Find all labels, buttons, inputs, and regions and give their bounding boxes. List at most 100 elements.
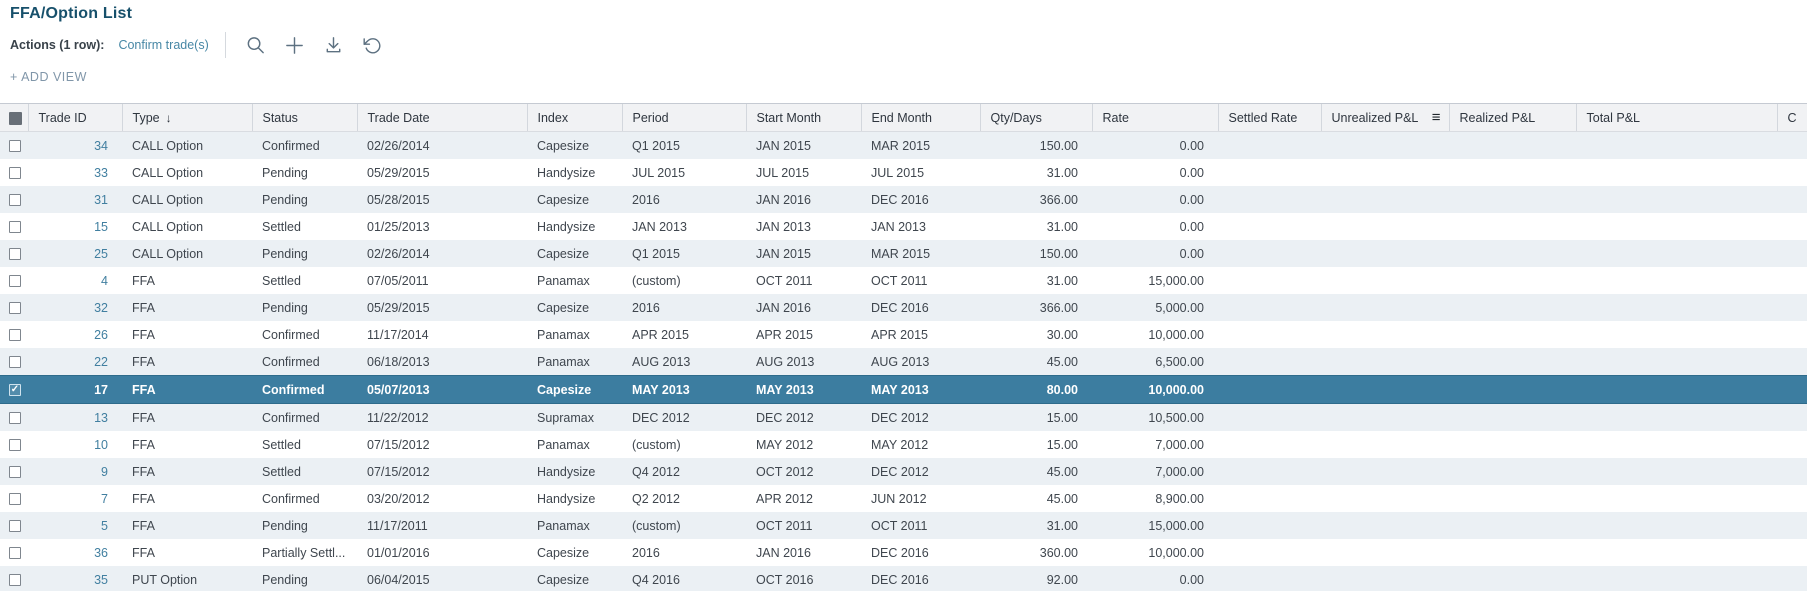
col-header-trade-id[interactable]: Trade ID: [27, 103, 122, 132]
cell-realized-pl: [1449, 348, 1576, 376]
row-checkbox[interactable]: ✓: [9, 384, 21, 397]
trade-id-link[interactable]: 15: [94, 219, 108, 234]
table-row[interactable]: 9 FFA Settled 07/15/2012 Handysize Q4 2012 OCT…: [0, 458, 1807, 485]
row-checkbox[interactable]: [9, 140, 21, 153]
table-row[interactable]: 34 CALL Option Confirmed 02/26/2014 Capesize…: [0, 131, 1807, 159]
table-row[interactable]: 25 CALL Option Pending 02/26/2014 Capesize Q1…: [0, 240, 1807, 267]
row-checkbox[interactable]: [9, 275, 21, 288]
col-header-trade-date[interactable]: Trade Date: [356, 103, 527, 132]
cell-unrealized-pl: [1321, 186, 1449, 213]
cell-period: Q4 2012: [632, 464, 680, 479]
table-row[interactable]: 5 FFA Pending 11/17/2011 Panamax (custom) OCT …: [0, 512, 1807, 539]
cell-settled-rate: [1218, 159, 1321, 186]
row-checkbox[interactable]: [9, 302, 21, 315]
row-checkbox[interactable]: [9, 466, 21, 479]
trade-id-link[interactable]: 10: [94, 437, 108, 452]
row-checkbox[interactable]: [9, 439, 21, 452]
trade-id-link[interactable]: 35: [94, 572, 108, 587]
trade-id-link[interactable]: 17: [94, 382, 108, 397]
cell-status: Pending: [262, 300, 308, 315]
trade-id-link[interactable]: 9: [101, 464, 108, 479]
trade-id-link[interactable]: 26: [94, 327, 108, 342]
cell-index: Handysize: [537, 464, 596, 479]
col-header-settled-rate[interactable]: Settled Rate: [1217, 103, 1321, 132]
col-header-start-month[interactable]: Start Month: [745, 103, 861, 132]
trade-id-link[interactable]: 34: [94, 138, 108, 153]
cell-type: FFA: [132, 518, 155, 533]
confirm-trades-link[interactable]: Confirm trade(s): [118, 38, 209, 52]
row-checkbox[interactable]: [9, 356, 21, 369]
trade-id-link[interactable]: 4: [101, 273, 108, 288]
col-header-realized-pl[interactable]: Realized P&L: [1448, 103, 1576, 132]
cell-settled-rate: [1218, 539, 1321, 566]
row-checkbox[interactable]: [9, 221, 21, 234]
row-checkbox[interactable]: [9, 329, 21, 342]
cell-rate: 15,000.00: [1148, 273, 1204, 288]
trade-id-link[interactable]: 25: [94, 246, 108, 261]
col-header-total-pl[interactable]: Total P&L: [1575, 103, 1777, 132]
undo-icon[interactable]: [361, 33, 385, 57]
col-header-index[interactable]: Index: [526, 103, 622, 132]
table-row[interactable]: 26 FFA Confirmed 11/17/2014 Panamax APR 2015 A…: [0, 321, 1807, 348]
column-menu-icon[interactable]: ≡: [1431, 109, 1441, 126]
table-row[interactable]: 33 CALL Option Pending 05/29/2015 Handysize J…: [0, 159, 1807, 186]
col-header-end-month[interactable]: End Month: [860, 103, 980, 132]
row-checkbox[interactable]: [9, 493, 21, 506]
trade-id-link[interactable]: 22: [94, 354, 108, 369]
trade-id-link[interactable]: 32: [94, 300, 108, 315]
cell-extra: [1777, 240, 1807, 267]
cell-trade-id: 9: [28, 458, 122, 485]
cell-trade-date: 07/15/2012: [367, 464, 430, 479]
col-header-rate[interactable]: Rate: [1091, 103, 1218, 132]
table-row[interactable]: 35 PUT Option Pending 06/04/2015 Capesize Q4 …: [0, 566, 1807, 591]
cell-status: Confirmed: [262, 491, 320, 506]
row-checkbox[interactable]: [9, 520, 21, 533]
table-row[interactable]: 4 FFA Settled 07/05/2011 Panamax (custom) OCT …: [0, 267, 1807, 294]
row-checkbox[interactable]: [9, 547, 21, 560]
col-header-status[interactable]: Status: [251, 103, 357, 132]
row-checkbox[interactable]: [9, 248, 21, 261]
row-checkbox[interactable]: [9, 574, 21, 587]
col-header-unrealized-pl[interactable]: Unrealized P&L ≡: [1320, 103, 1449, 132]
trade-id-link[interactable]: 13: [94, 410, 108, 425]
table-row[interactable]: 7 FFA Confirmed 03/20/2012 Handysize Q2 2012 A…: [0, 485, 1807, 512]
table-row[interactable]: ✓ 17 FFA Confirmed 05/07/2013 Capesize MAY 201…: [0, 375, 1807, 404]
cell-total-pl: [1576, 512, 1777, 539]
cell-type: FFA: [132, 437, 155, 452]
search-icon[interactable]: [244, 33, 268, 57]
trade-id-link[interactable]: 5: [101, 518, 108, 533]
cell-trade-id: 25: [28, 240, 122, 267]
table-row[interactable]: 15 CALL Option Settled 01/25/2013 Handysize J…: [0, 213, 1807, 240]
trade-id-link[interactable]: 33: [94, 165, 108, 180]
cell-settled-rate: [1218, 566, 1321, 591]
table-body: 34 CALL Option Confirmed 02/26/2014 Capesize…: [0, 131, 1807, 591]
col-header-qty-days[interactable]: Qty/Days: [979, 103, 1092, 132]
cell-qty-days: 31.00: [1046, 518, 1078, 533]
add-icon[interactable]: [283, 33, 307, 57]
cell-qty-days: 366.00: [1039, 300, 1078, 315]
row-checkbox[interactable]: [9, 412, 21, 425]
table-row[interactable]: 36 FFA Partially Settl... 01/01/2016 Capesiz…: [0, 539, 1807, 566]
row-checkbox[interactable]: [9, 167, 21, 180]
cell-index: Capesize: [537, 300, 590, 315]
select-all-checkbox[interactable]: [9, 111, 22, 125]
download-icon[interactable]: [322, 33, 346, 57]
select-all-header[interactable]: [0, 103, 28, 132]
col-header-type[interactable]: Type ↓: [121, 103, 252, 132]
col-header-clipped[interactable]: C: [1776, 103, 1807, 132]
add-view-link[interactable]: + ADD VIEW: [10, 70, 87, 84]
table-row[interactable]: 10 FFA Settled 07/15/2012 Panamax (custom) MAY…: [0, 431, 1807, 458]
cell-start-month: APR 2012: [756, 491, 813, 506]
trade-id-link[interactable]: 31: [94, 192, 108, 207]
cell-total-pl: [1576, 186, 1777, 213]
row-checkbox[interactable]: [9, 194, 21, 207]
table-row[interactable]: 22 FFA Confirmed 06/18/2013 Panamax AUG 2013 A…: [0, 348, 1807, 376]
cell-period: JAN 2013: [632, 219, 687, 234]
trade-id-link[interactable]: 7: [101, 491, 108, 506]
table-row[interactable]: 32 FFA Pending 05/29/2015 Capesize 2016 JAN 20…: [0, 294, 1807, 321]
table-row[interactable]: 31 CALL Option Pending 05/28/2015 Capesize 20…: [0, 186, 1807, 213]
col-header-period[interactable]: Period: [621, 103, 746, 132]
table-row[interactable]: 13 FFA Confirmed 11/22/2012 Supramax DEC 2012…: [0, 403, 1807, 431]
trade-id-link[interactable]: 36: [94, 545, 108, 560]
cell-realized-pl: [1449, 539, 1576, 566]
